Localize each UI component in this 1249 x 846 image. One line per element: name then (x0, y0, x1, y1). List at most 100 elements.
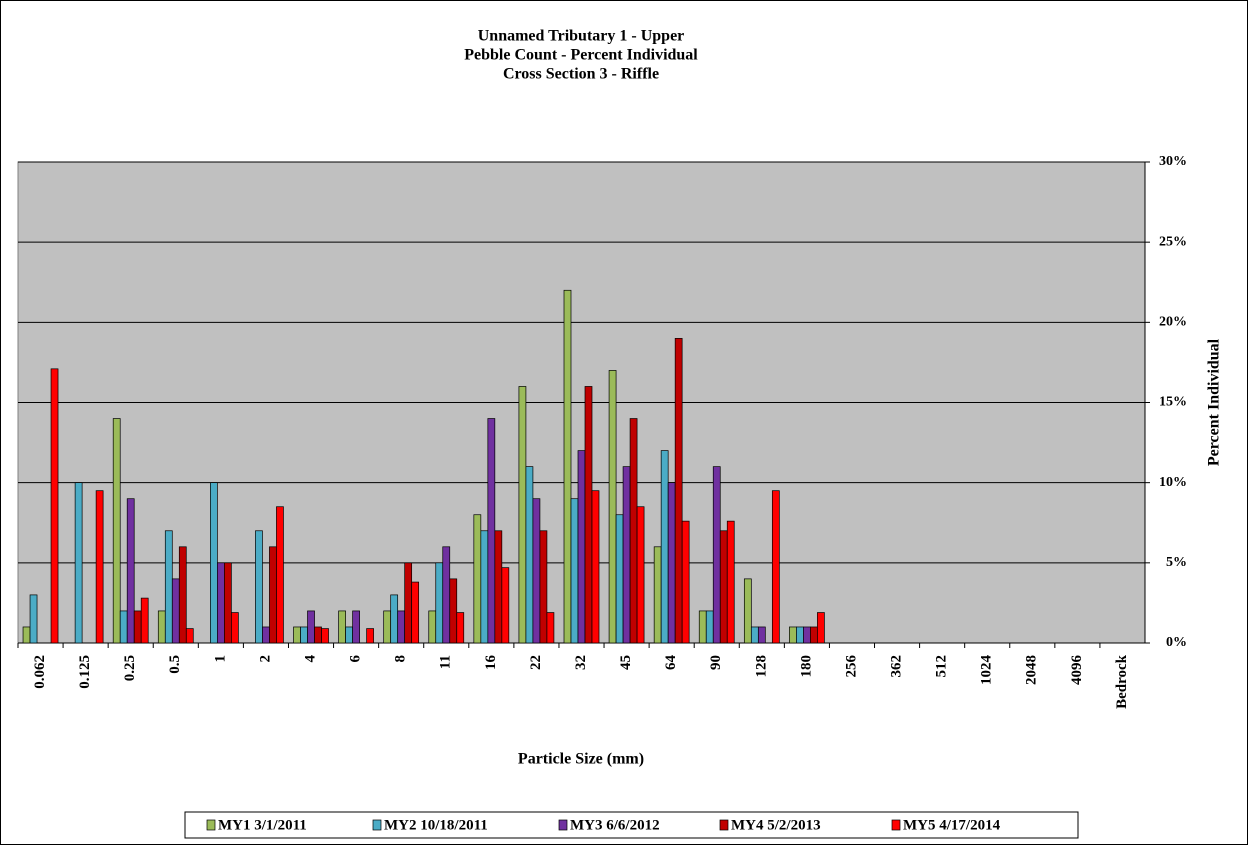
bar (255, 530, 263, 644)
legend-label: MY5 4/17/2014 (903, 817, 1001, 833)
bar (719, 530, 728, 644)
x-axis-label: Particle Size (mm) (518, 751, 644, 768)
x-tick-label: 256 (843, 655, 859, 678)
y-axis-label: Percent Individual (1206, 338, 1223, 466)
bar (300, 626, 308, 644)
bar (210, 482, 218, 644)
x-tick-label: Bedrock (1114, 654, 1130, 709)
x-tick-label: 90 (708, 655, 724, 670)
bar (74, 482, 83, 644)
x-tick-label: 1 (212, 655, 228, 663)
bar (366, 628, 374, 644)
x-tick-label: 8 (393, 655, 409, 663)
x-tick-label: 512 (934, 655, 950, 678)
x-tick-label: 362 (888, 655, 904, 678)
bar (307, 610, 315, 644)
bar (269, 546, 277, 644)
legend-label: MY4 5/2/2013 (731, 817, 821, 833)
bar (803, 626, 811, 644)
bar (525, 466, 534, 644)
bar (584, 386, 593, 644)
bar (653, 546, 662, 644)
bar (667, 482, 676, 644)
bar (473, 514, 482, 644)
bar (383, 610, 392, 644)
bar (338, 610, 346, 644)
bar (487, 418, 496, 644)
bar (539, 530, 548, 644)
legend-swatch (558, 819, 568, 831)
bar (810, 626, 818, 644)
bar (705, 610, 714, 644)
x-tick-label: 4 (302, 655, 318, 663)
bar (681, 520, 690, 644)
x-tick-label: 6 (348, 655, 364, 663)
x-tick-label: 0.125 (77, 655, 93, 689)
bar (293, 626, 301, 644)
x-tick-label: 180 (798, 655, 814, 678)
y-tick-label: 25% (1159, 234, 1187, 249)
bar (112, 418, 121, 644)
x-tick-label: 45 (618, 655, 634, 670)
bar (532, 498, 541, 644)
chart-title: Unnamed Tributary 1 - Upper (478, 28, 685, 45)
x-tick-label: 1024 (979, 655, 995, 686)
x-tick-label: 0.062 (32, 655, 48, 689)
bar (570, 498, 579, 644)
bar (276, 506, 284, 644)
bar (231, 612, 239, 644)
bar (95, 490, 104, 644)
bar (456, 612, 465, 644)
bar (262, 626, 270, 644)
bar (591, 490, 600, 644)
chart-title: Cross Section 3 - Riffle (503, 66, 659, 83)
y-tick-label: 15% (1159, 395, 1187, 410)
legend-swatch (206, 819, 216, 831)
y-tick-label: 30% (1159, 154, 1187, 169)
bar (157, 610, 166, 644)
bar (743, 578, 752, 644)
bar (449, 578, 458, 644)
bar (397, 610, 406, 644)
bar (133, 610, 142, 644)
x-tick-label: 64 (663, 655, 679, 671)
bar (518, 386, 527, 644)
bar (345, 626, 353, 644)
x-tick-label: 2048 (1024, 655, 1040, 685)
y-tick-label: 0% (1166, 635, 1187, 650)
x-tick-label: 22 (528, 655, 544, 670)
legend-swatch (372, 819, 382, 831)
x-tick-label: 16 (483, 655, 499, 671)
bar (185, 628, 194, 644)
bar (636, 506, 645, 644)
bar (321, 628, 329, 644)
bar (404, 562, 413, 644)
bar (674, 338, 683, 644)
bar (817, 612, 825, 644)
bar (608, 370, 617, 644)
bar (615, 514, 624, 644)
bar (171, 578, 180, 644)
legend-box (184, 811, 1079, 839)
y-tick-label: 5% (1166, 555, 1187, 570)
bar (726, 520, 735, 644)
bar (789, 626, 797, 644)
bar (224, 562, 232, 644)
bar (390, 594, 399, 644)
bar (352, 610, 360, 644)
bar (442, 546, 451, 644)
bar (164, 530, 173, 644)
chart-title: Pebble Count - Percent Individual (464, 47, 698, 64)
bar (428, 610, 437, 644)
bar (119, 610, 128, 644)
bar (622, 466, 631, 644)
bar (796, 626, 804, 644)
legend-label: MY1 3/1/2011 (218, 817, 307, 833)
x-tick-label: 128 (753, 655, 769, 678)
bar (757, 626, 766, 644)
x-tick-label: 0.25 (122, 655, 138, 681)
bar (771, 490, 780, 644)
bar (546, 612, 555, 644)
bar (126, 498, 135, 644)
bar (217, 562, 225, 644)
